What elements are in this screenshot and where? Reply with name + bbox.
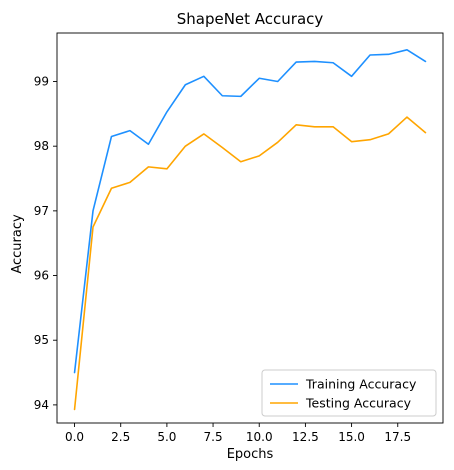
- legend-box: [261, 369, 437, 417]
- chart-title: ShapeNet Accuracy: [177, 10, 324, 28]
- series-line-training-accuracy: [73, 49, 427, 374]
- x-tick-label: 17.5: [384, 430, 411, 444]
- x-axis-label: Epochs: [227, 447, 274, 462]
- y-tick-label: 94: [34, 398, 49, 412]
- plot-frame: [56, 32, 444, 424]
- y-axis-label: Accuracy: [10, 214, 25, 274]
- x-tick-label: 15.0: [338, 430, 365, 444]
- x-tick-label: 0.0: [65, 430, 84, 444]
- series-group: [73, 49, 427, 411]
- y-axis-ticks: 94 95 96 97 98 99: [34, 75, 57, 412]
- y-tick-label: 98: [34, 139, 49, 153]
- y-tick-label: 96: [34, 269, 49, 283]
- x-tick-label: 12.5: [292, 430, 319, 444]
- y-tick-label: 95: [34, 333, 49, 347]
- legend-entry-label: Training Accuracy: [305, 377, 417, 392]
- series-line-testing-accuracy: [73, 116, 427, 411]
- x-tick-label: 2.5: [111, 430, 130, 444]
- legend: Training Accuracy Testing Accuracy: [261, 369, 437, 417]
- y-tick-label: 97: [34, 204, 49, 218]
- plot-area: [56, 32, 444, 424]
- legend-entry-label: Testing Accuracy: [305, 396, 412, 411]
- y-tick-label: 99: [34, 75, 49, 89]
- x-tick-label: 10.0: [246, 430, 273, 444]
- x-axis-ticks: 0.0 2.5 5.0 7.5 10.0 12.5 15.0 17.5: [65, 423, 411, 444]
- x-tick-label: 5.0: [157, 430, 176, 444]
- x-tick-label: 7.5: [204, 430, 223, 444]
